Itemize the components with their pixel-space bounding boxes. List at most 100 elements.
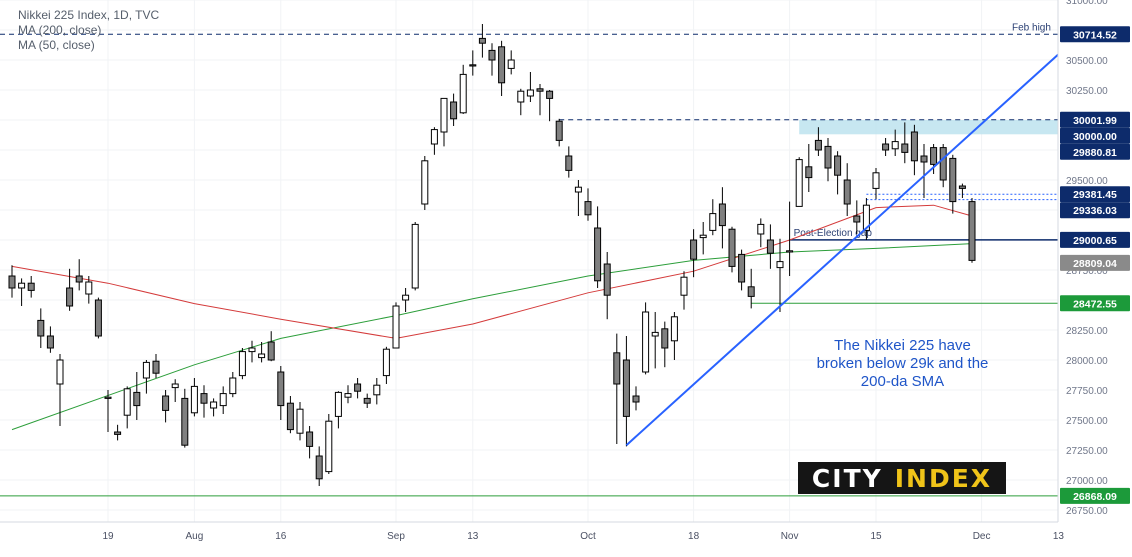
candle <box>123 386 131 429</box>
x-tick-label: 16 <box>275 531 287 542</box>
candle-body <box>56 359 64 385</box>
candle-body <box>728 228 736 267</box>
candle <box>766 224 774 269</box>
candle-body <box>747 286 755 297</box>
price-label: 29381.45 <box>1060 186 1130 203</box>
candle <box>75 259 83 291</box>
ma50-line <box>11 204 973 339</box>
price-label: 26868.09 <box>1060 487 1130 504</box>
candle <box>910 124 918 176</box>
candle <box>286 396 294 434</box>
y-tick-label: 28000.00 <box>1066 356 1108 367</box>
y-axis-panel <box>1058 0 1132 557</box>
candle <box>354 378 362 399</box>
candle <box>450 93 458 126</box>
candle-body <box>258 353 266 359</box>
price-label-text: 29000.65 <box>1073 235 1117 247</box>
candle <box>507 50 515 75</box>
candle <box>814 127 822 156</box>
candle <box>306 426 314 459</box>
y-tick-label: 27000.00 <box>1066 476 1108 487</box>
candle-body <box>891 141 899 150</box>
resistance-zone <box>799 120 1058 135</box>
candle <box>824 138 832 182</box>
candle-body <box>200 393 208 404</box>
candle-body <box>27 282 35 291</box>
y-tick-label: 29500.00 <box>1066 176 1108 187</box>
candle <box>757 218 765 248</box>
price-label: 30714.52 <box>1060 26 1130 43</box>
candle-body <box>574 186 582 193</box>
candle <box>334 391 342 429</box>
candle <box>94 297 102 339</box>
y-tick-label: 27500.00 <box>1066 416 1108 427</box>
candle <box>526 72 534 102</box>
candle-body <box>661 328 669 349</box>
candle-body <box>738 253 746 283</box>
candle-body <box>805 166 813 179</box>
candle-body <box>930 147 938 165</box>
candle <box>315 446 323 486</box>
candle <box>795 157 803 207</box>
candle-body <box>498 46 506 84</box>
candle-body <box>325 420 333 473</box>
candle <box>411 222 419 291</box>
candle <box>258 342 266 363</box>
candle-body <box>75 275 83 283</box>
candle-body <box>565 155 573 171</box>
candle-body <box>651 331 659 337</box>
y-tick-label: 27750.00 <box>1066 386 1108 397</box>
candle-body <box>834 155 842 176</box>
candle <box>862 198 870 240</box>
candle-body <box>642 311 650 373</box>
candle <box>46 326 54 353</box>
candle-body <box>526 89 534 97</box>
candle <box>200 385 208 418</box>
candle <box>805 144 813 192</box>
x-tick-label: Dec <box>973 531 991 542</box>
price-label-box <box>1060 186 1130 203</box>
candle <box>56 354 64 426</box>
candle-body <box>901 143 909 153</box>
candle-body <box>450 101 458 120</box>
candle-body <box>459 73 467 114</box>
x-tick-label: Nov <box>781 531 799 542</box>
candle-body <box>814 139 822 151</box>
y-tick-label: 28250.00 <box>1066 326 1108 337</box>
x-tick-label: 13 <box>467 531 479 542</box>
y-tick-label: 26750.00 <box>1066 506 1108 517</box>
candle <box>478 24 486 58</box>
candle <box>459 64 467 114</box>
candle <box>37 308 45 348</box>
candle-body <box>690 239 698 260</box>
candle-body <box>315 455 323 480</box>
candle-body <box>334 391 342 417</box>
candle-body <box>670 316 678 342</box>
candle-body <box>162 395 170 411</box>
candle <box>162 390 170 423</box>
candle <box>776 238 784 312</box>
x-tick-label: 19 <box>102 531 114 542</box>
candle-body <box>488 49 496 61</box>
candle <box>363 393 371 408</box>
candle-body <box>478 37 486 44</box>
candle <box>709 199 717 236</box>
price-label: 28809.04 <box>1060 254 1130 271</box>
candle-body <box>229 377 237 395</box>
price-label-box <box>1060 111 1130 128</box>
candle-body <box>411 223 419 289</box>
candle-body <box>843 179 851 205</box>
candle-body <box>133 391 141 407</box>
candle <box>718 187 726 249</box>
candle-body <box>824 145 832 169</box>
candle-body <box>344 393 352 398</box>
candle <box>565 146 573 178</box>
candle-body <box>555 120 563 141</box>
level-label: Feb high <box>1012 22 1051 33</box>
candle-body <box>949 157 957 203</box>
y-tick-label: 30500.00 <box>1066 56 1108 67</box>
candle <box>603 252 611 320</box>
candle-body <box>968 201 976 261</box>
candle <box>632 386 640 411</box>
